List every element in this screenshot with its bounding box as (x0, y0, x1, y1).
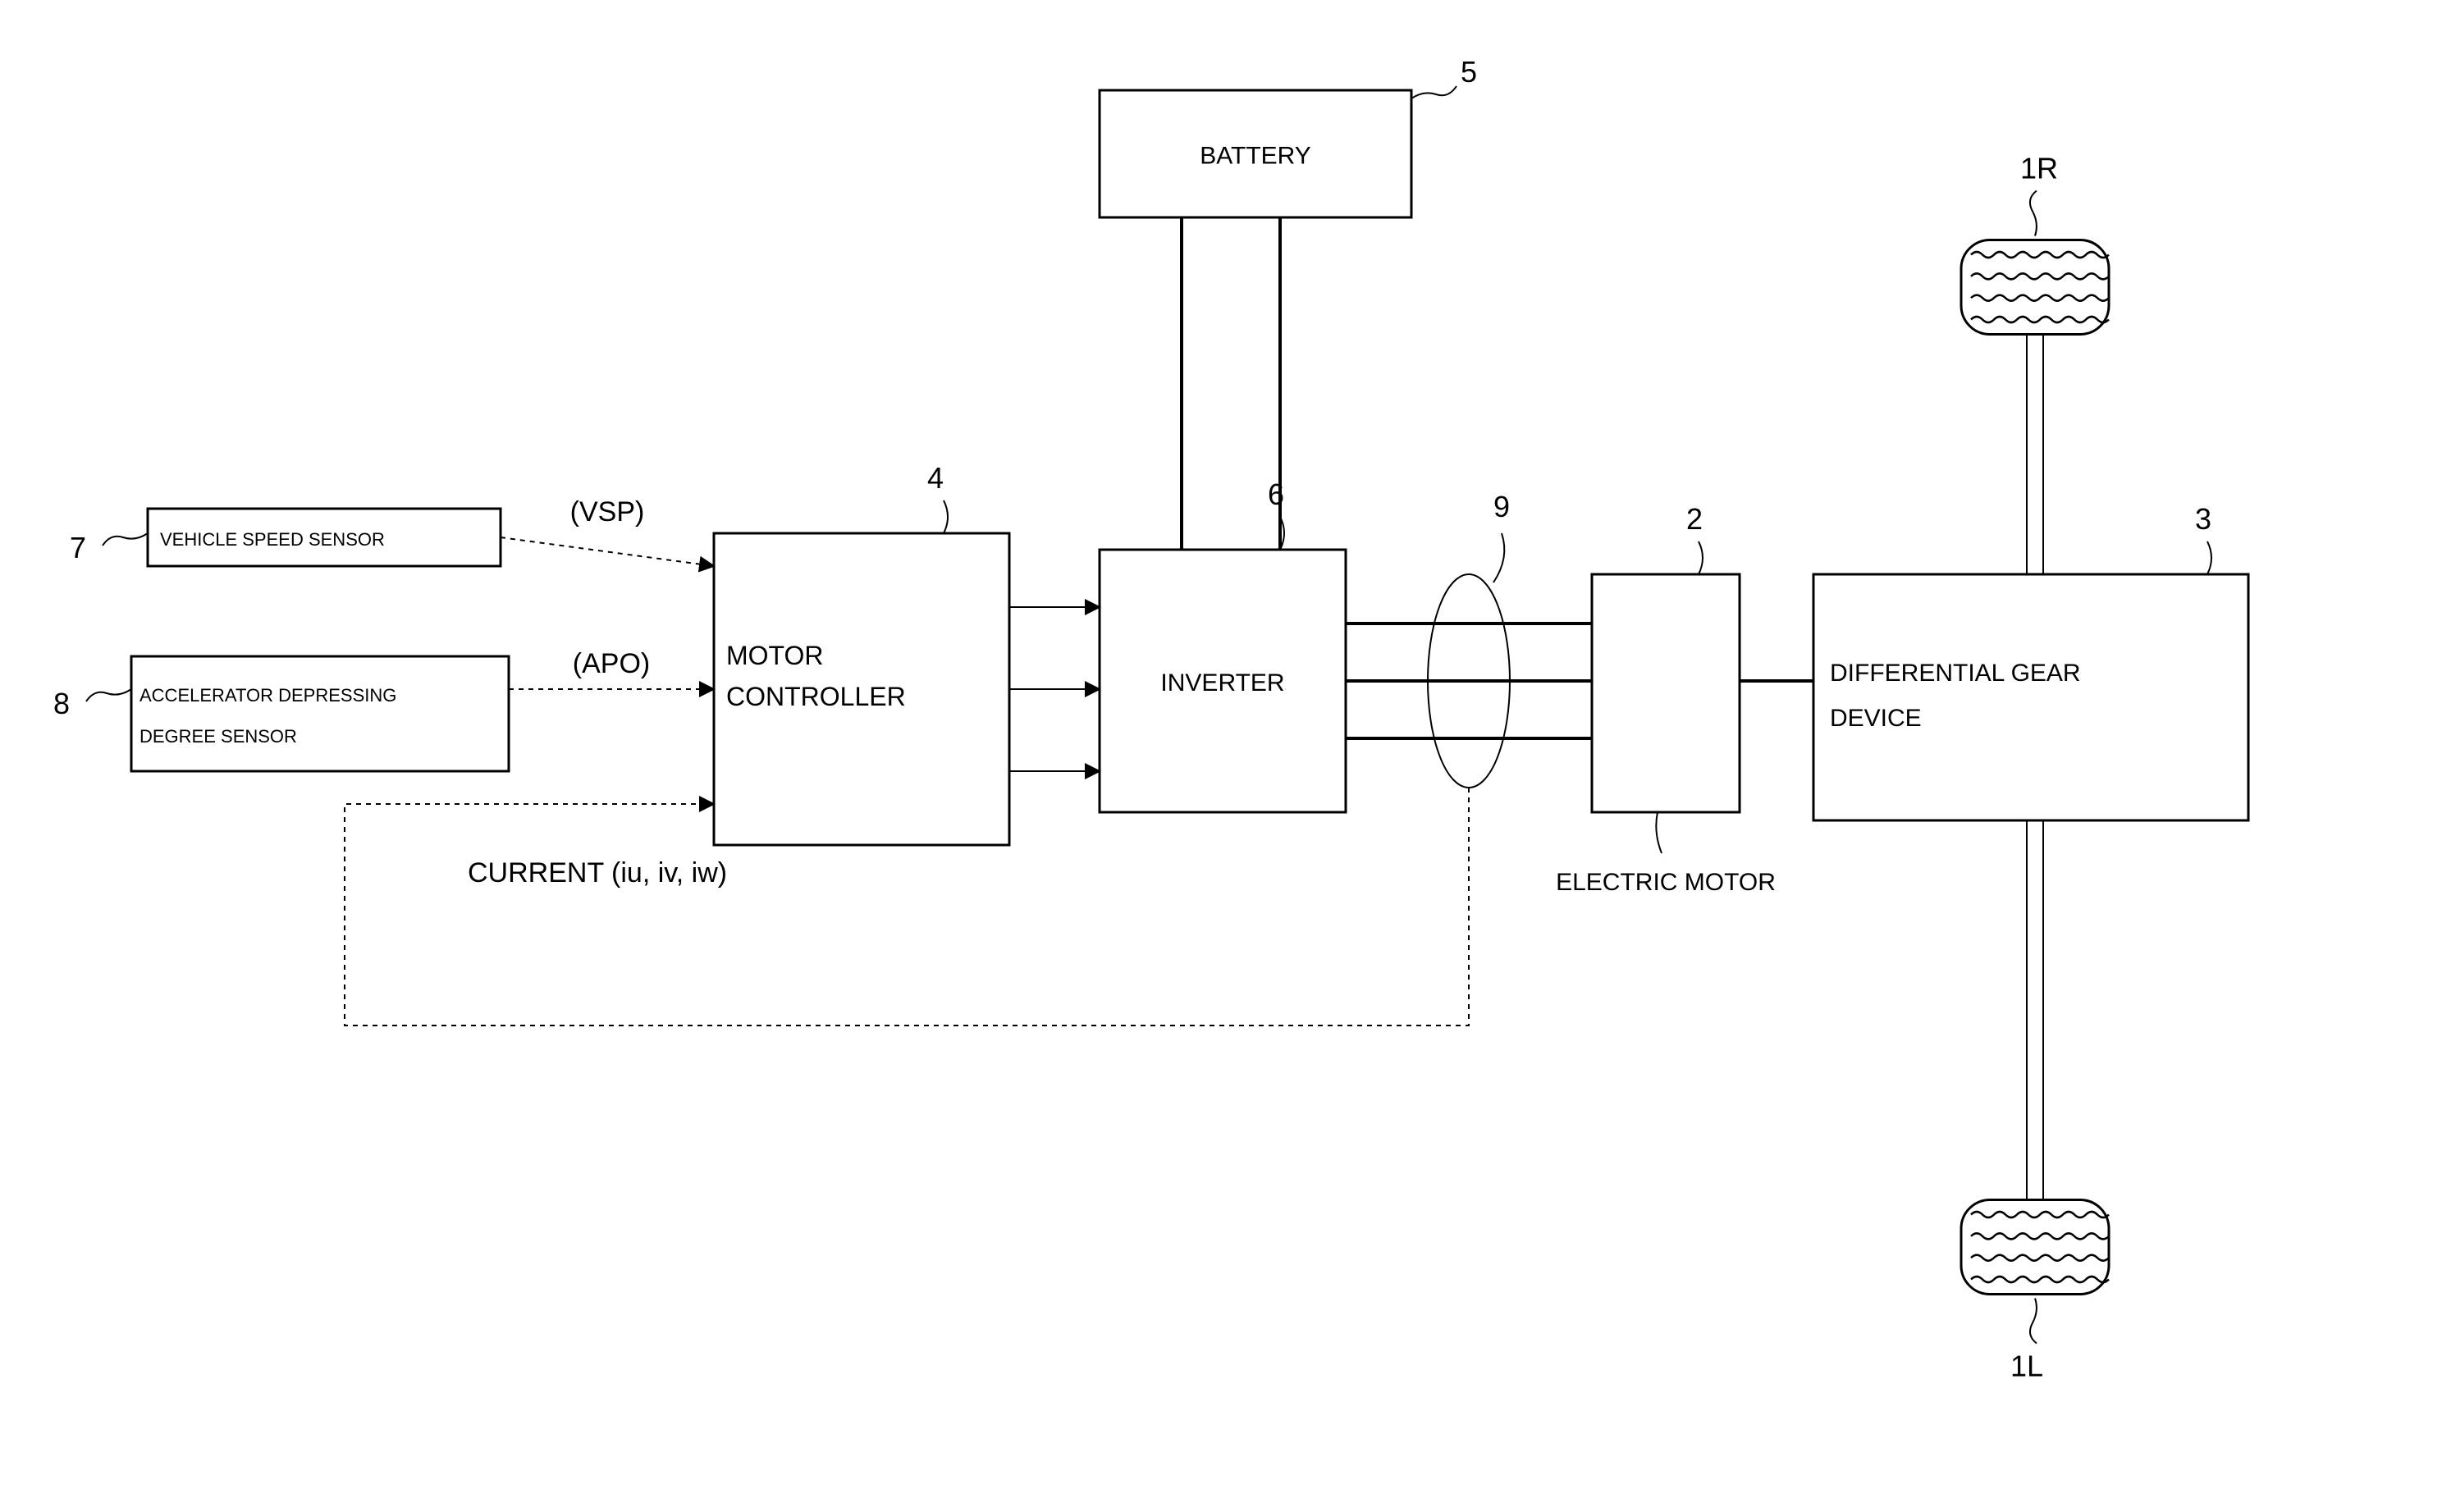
electric-motor-label-leader (1656, 812, 1662, 853)
inverter-ref: 6 (1268, 477, 1284, 511)
wheel-left-ref-leader (2030, 1299, 2037, 1344)
motor-controller-label-2: CONTROLLER (726, 682, 906, 711)
battery-label: BATTERY (1200, 143, 1311, 170)
vsp-signal-line (501, 537, 714, 566)
accel-sensor-box (131, 656, 509, 771)
accel-sensor-label-2: DEGREE SENSOR (139, 726, 297, 747)
electric-motor-ref: 2 (1686, 502, 1703, 536)
differential-label-2: DEVICE (1830, 705, 1922, 732)
battery-ref-leader (1411, 86, 1457, 98)
system-diagram: BATTERY 5 VEHICLE SPEED SENSOR 7 ACCELERATOR… (0, 0, 2442, 1512)
wheel-left-ref: 1L (2010, 1350, 2043, 1383)
battery-ref: 5 (1461, 55, 1477, 89)
accel-sensor-ref: 8 (53, 687, 70, 720)
vsp-signal-label: (VSP) (570, 496, 645, 528)
motor-controller-ref-leader (944, 500, 948, 533)
vehicle-speed-sensor-ref-leader (103, 533, 148, 546)
motor-controller-label-1: MOTOR (726, 641, 824, 670)
vehicle-speed-sensor-ref: 7 (70, 531, 86, 564)
wheel-right-ref-leader (2030, 191, 2037, 236)
inverter-label: INVERTER (1160, 669, 1284, 697)
current-sensor-ref: 9 (1493, 490, 1510, 523)
differential-ref-leader (2207, 541, 2211, 574)
motor-controller-ref: 4 (927, 461, 944, 495)
electric-motor-label: ELECTRIC MOTOR (1556, 869, 1776, 896)
accel-sensor-label-1: ACCELERATOR DEPRESSING (139, 685, 396, 706)
wheel-right-ref: 1R (2020, 152, 2058, 185)
differential-ref: 3 (2195, 502, 2211, 536)
accel-sensor-ref-leader (86, 689, 131, 701)
electric-motor-box (1592, 574, 1740, 812)
current-sensor-ref-leader (1493, 533, 1504, 582)
current-feedback-label: CURRENT (iu, iv, iw) (468, 857, 727, 888)
differential-label-1: DIFFERENTIAL GEAR (1830, 660, 2081, 687)
vehicle-speed-sensor-label: VEHICLE SPEED SENSOR (160, 529, 385, 550)
differential-box (1813, 574, 2248, 820)
apo-signal-label: (APO) (573, 648, 650, 679)
electric-motor-ref-leader (1699, 541, 1703, 574)
